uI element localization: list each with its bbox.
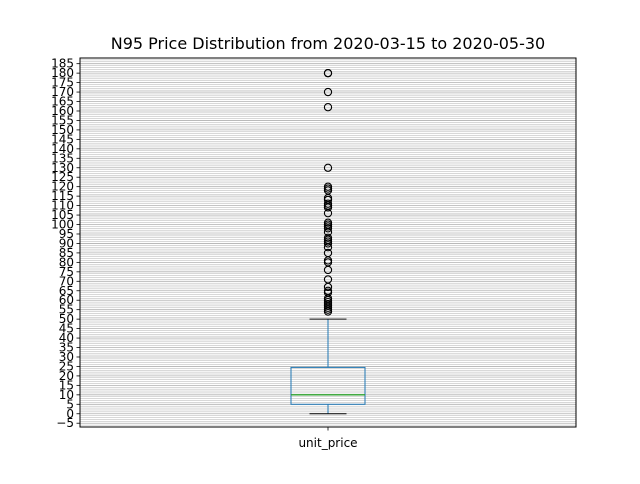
outlier-point: [323, 265, 333, 275]
y-tick-label: 70: [59, 274, 74, 288]
y-tick-label: 75: [59, 265, 74, 279]
y-tick-label: 160: [51, 104, 74, 118]
y-tick-label: 115: [51, 189, 74, 203]
outlier-point: [323, 163, 333, 172]
y-tick-label: 5: [66, 397, 74, 411]
y-tick-label: 145: [51, 132, 74, 146]
outlier-point: [323, 224, 333, 233]
y-tick-label: 120: [51, 180, 74, 194]
y-tick-label: 10: [59, 388, 74, 402]
y-tick-label: 80: [59, 255, 74, 269]
box-plot-series: [290, 318, 366, 415]
outlier-point: [323, 209, 333, 218]
y-tick-label: 105: [51, 208, 74, 222]
y-tick-label: 35: [59, 341, 74, 355]
y-tick-label: 135: [51, 151, 74, 165]
y-tick-label: 15: [59, 378, 74, 392]
y-tick-label: 180: [51, 66, 74, 80]
chart-title: N95 Price Distribution from 2020-03-15 t…: [111, 34, 545, 53]
y-tick-label: 155: [51, 113, 74, 127]
y-tick-label: 140: [51, 142, 74, 156]
y-tick-label: 100: [51, 218, 74, 232]
y-tick-label: 30: [59, 350, 74, 364]
y-tick-label: 175: [51, 76, 74, 90]
y-tick-label: 150: [51, 123, 74, 137]
y-tick-label: 60: [59, 293, 74, 307]
y-tick-label: 25: [59, 359, 74, 373]
y-tick-label: 65: [59, 284, 74, 298]
y-tick-label: 85: [59, 246, 74, 260]
y-tick-label: 170: [51, 85, 74, 99]
plot-frame: [79, 57, 577, 428]
outlier-point: [323, 239, 333, 248]
y-tick-label: 110: [51, 199, 74, 213]
x-tick-label: unit_price: [298, 436, 357, 450]
y-tick-label: 185: [51, 57, 74, 71]
x-axis: unit_price: [298, 427, 358, 450]
y-tick-label: 20: [59, 369, 74, 383]
y-tick-label: 90: [59, 236, 74, 250]
y-tick-label: 95: [59, 227, 74, 241]
outlier-point: [323, 282, 333, 292]
y-tick-label: 165: [51, 95, 74, 109]
outlier-point: [323, 307, 333, 316]
outlier-point: [323, 87, 333, 97]
y-tick-label: 0: [66, 407, 74, 421]
iqr-box: [290, 366, 366, 405]
outlier-points: [323, 68, 333, 316]
outlier-point: [323, 103, 333, 112]
y-axis: −505101520253035404550556065707580859095…: [51, 57, 80, 430]
outlier-point: [323, 68, 333, 78]
y-tick-label: 55: [59, 303, 74, 317]
y-tick-label: 125: [51, 170, 74, 184]
y-tick-label: 45: [59, 322, 74, 336]
outlier-point: [323, 243, 333, 252]
y-tick-label: 50: [59, 312, 74, 326]
grid-lines: [80, 57, 576, 428]
y-tick-label: 130: [51, 161, 74, 175]
outlier-point: [323, 203, 333, 212]
y-tick-label: −5: [56, 416, 74, 430]
y-tick-label: 40: [59, 331, 74, 345]
